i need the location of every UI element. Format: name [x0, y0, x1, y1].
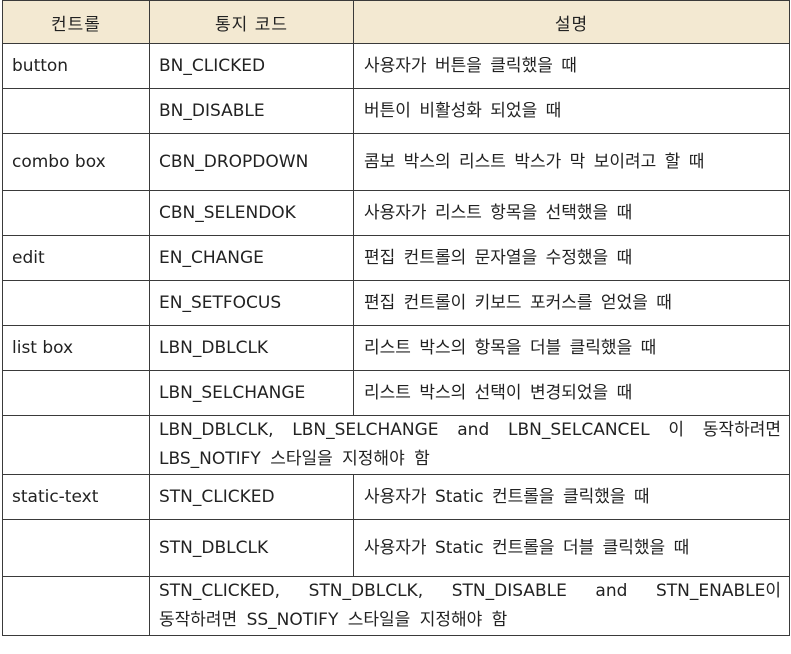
table-row: LBN_DBLCLK, LBN_SELCHANGE and LBN_SELCAN…	[2, 415, 790, 475]
notification-code-table: 컨트롤 통지 코드 설명 button BN_CLICKED 사용자가 버튼을 …	[2, 0, 790, 636]
table-row: LBN_SELCHANGE 리스트 박스의 선택이 변경되었을 때	[2, 370, 790, 416]
table-row: combo box CBN_DROPDOWN 콤보 박스의 리스트 박스가 막 …	[2, 133, 790, 191]
table-row: list box LBN_DBLCLK 리스트 박스의 항목을 더블 클릭했을 …	[2, 325, 790, 371]
table-row: STN_CLICKED, STN_DBLCLK, STN_DISABLE and…	[2, 576, 790, 636]
note-cell: LBN_DBLCLK, LBN_SELCHANGE and LBN_SELCAN…	[149, 415, 790, 475]
notify-code-cell: STN_DBLCLK	[149, 519, 354, 577]
table-row: button BN_CLICKED 사용자가 버튼을 클릭했을 때	[2, 43, 790, 89]
description-cell: 사용자가 버튼을 클릭했을 때	[353, 43, 790, 89]
table-row: STN_DBLCLK 사용자가 Static 컨트롤을 더블 클릭했을 때	[2, 519, 790, 577]
table-header-row: 컨트롤 통지 코드 설명	[2, 0, 790, 44]
control-cell	[2, 190, 150, 236]
notify-code-cell: CBN_SELENDOK	[149, 190, 354, 236]
table-row: CBN_SELENDOK 사용자가 리스트 항목을 선택했을 때	[2, 190, 790, 236]
description-cell: 사용자가 Static 컨트롤을 클릭했을 때	[353, 474, 790, 520]
control-cell: edit	[2, 235, 150, 281]
notify-code-cell: BN_CLICKED	[149, 43, 354, 89]
notify-code-cell: STN_CLICKED	[149, 474, 354, 520]
description-cell: 리스트 박스의 항목을 더블 클릭했을 때	[353, 325, 790, 371]
table-row: static-text STN_CLICKED 사용자가 Static 컨트롤을…	[2, 474, 790, 520]
control-cell	[2, 519, 150, 577]
notify-code-cell: EN_SETFOCUS	[149, 280, 354, 326]
header-description: 설명	[353, 0, 790, 44]
notify-code-cell: EN_CHANGE	[149, 235, 354, 281]
table-row: EN_SETFOCUS 편집 컨트롤이 키보드 포커스를 얻었을 때	[2, 280, 790, 326]
control-cell	[2, 280, 150, 326]
control-cell: static-text	[2, 474, 150, 520]
description-cell: 편집 컨트롤의 문자열을 수정했을 때	[353, 235, 790, 281]
description-cell: 리스트 박스의 선택이 변경되었을 때	[353, 370, 790, 416]
description-cell: 버튼이 비활성화 되었을 때	[353, 88, 790, 134]
control-cell	[2, 415, 150, 475]
description-cell: 콤보 박스의 리스트 박스가 막 보이려고 할 때	[353, 133, 790, 191]
control-cell	[2, 88, 150, 134]
header-notify-code: 통지 코드	[149, 0, 354, 44]
notify-code-cell: CBN_DROPDOWN	[149, 133, 354, 191]
description-cell: 편집 컨트롤이 키보드 포커스를 얻었을 때	[353, 280, 790, 326]
control-cell: list box	[2, 325, 150, 371]
table-row: edit EN_CHANGE 편집 컨트롤의 문자열을 수정했을 때	[2, 235, 790, 281]
control-cell	[2, 370, 150, 416]
control-cell: button	[2, 43, 150, 89]
description-cell: 사용자가 리스트 항목을 선택했을 때	[353, 190, 790, 236]
notify-code-cell: LBN_SELCHANGE	[149, 370, 354, 416]
table-row: BN_DISABLE 버튼이 비활성화 되었을 때	[2, 88, 790, 134]
header-control: 컨트롤	[2, 0, 150, 44]
control-cell: combo box	[2, 133, 150, 191]
notify-code-cell: LBN_DBLCLK	[149, 325, 354, 371]
note-cell: STN_CLICKED, STN_DBLCLK, STN_DISABLE and…	[149, 576, 790, 636]
description-cell: 사용자가 Static 컨트롤을 더블 클릭했을 때	[353, 519, 790, 577]
notify-code-cell: BN_DISABLE	[149, 88, 354, 134]
control-cell	[2, 576, 150, 636]
